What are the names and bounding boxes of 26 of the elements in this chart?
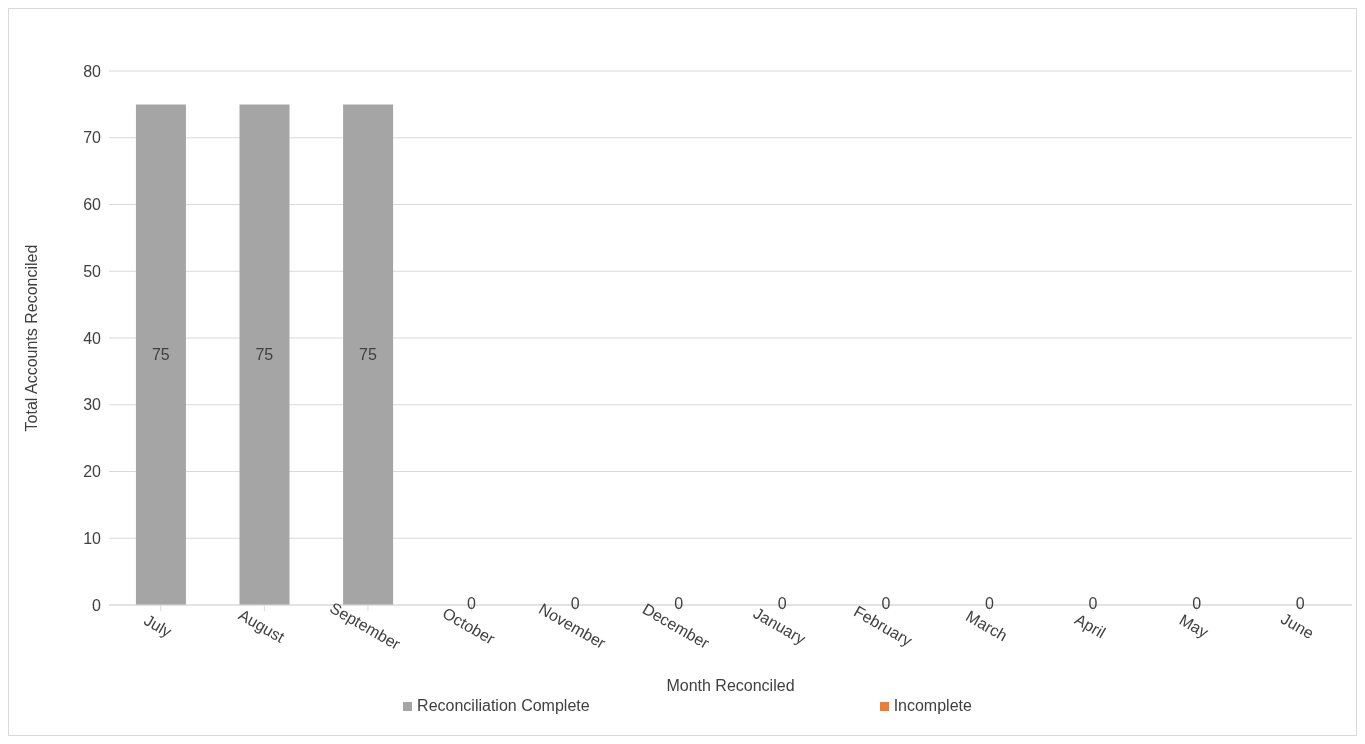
y-tick-label: 70 (83, 129, 102, 147)
y-tick-label: 40 (83, 329, 102, 347)
x-axis-title: Month Reconciled (666, 677, 795, 694)
legend-label: Reconciliation Complete (416, 697, 590, 715)
x-tick-label: July (141, 611, 175, 641)
data-label: 0 (1192, 594, 1202, 612)
y-axis-title: Total Accounts Reconciled (22, 244, 40, 432)
x-tick-label: May (1176, 611, 1212, 641)
data-label: 75 (151, 346, 170, 364)
y-tick-label: 20 (83, 463, 102, 481)
data-label: 0 (1295, 594, 1305, 612)
y-tick-label: 80 (83, 62, 102, 80)
legend-label: Incomplete (892, 697, 972, 715)
y-tick-label: 30 (83, 396, 102, 414)
data-label: 0 (467, 594, 477, 612)
x-tick-label: June (1278, 609, 1317, 643)
data-label: 0 (777, 594, 787, 612)
data-label: 0 (985, 594, 995, 612)
y-tick-label: 60 (83, 196, 102, 214)
data-label: 0 (1088, 594, 1098, 612)
x-tick-label: April (1072, 610, 1109, 642)
data-label: 75 (255, 346, 274, 364)
y-tick-label: 0 (92, 596, 102, 614)
data-label: 75 (359, 346, 377, 364)
y-tick-label: 50 (83, 262, 102, 280)
y-tick-label: 10 (83, 529, 102, 547)
